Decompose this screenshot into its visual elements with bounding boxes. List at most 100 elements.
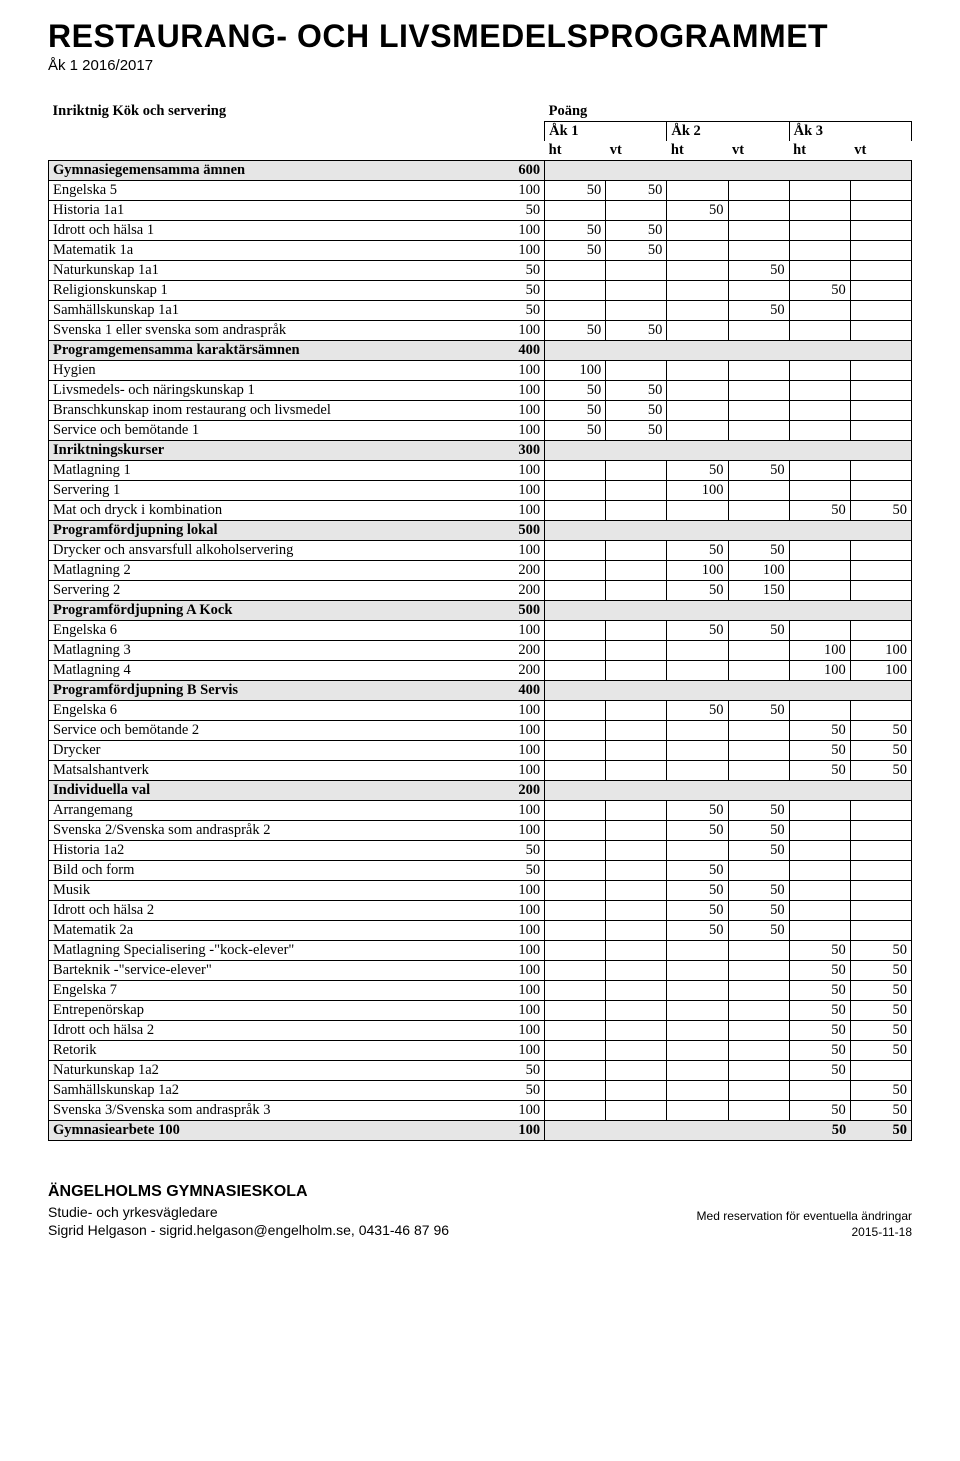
course-name: Svenska 1 eller svenska som andraspråk [49, 321, 484, 341]
course-cell [728, 941, 789, 961]
course-cell [850, 821, 911, 841]
course-cell [728, 1061, 789, 1081]
course-cell: 50 [728, 541, 789, 561]
course-cell [606, 1041, 667, 1061]
course-cell [545, 281, 606, 301]
course-cell: 50 [789, 1101, 850, 1121]
section-cell [728, 681, 789, 701]
contact: Sigrid Helgason - sigrid.helgason@engelh… [48, 1221, 449, 1240]
table-row: Idrott och hälsa 21005050 [49, 901, 912, 921]
course-cell [606, 881, 667, 901]
course-cell [728, 761, 789, 781]
section-cell [789, 161, 850, 181]
course-cell [850, 461, 911, 481]
section-row: Programfördjupning B Servis400 [49, 681, 912, 701]
course-cell [667, 401, 728, 421]
course-cell [667, 841, 728, 861]
course-cell [606, 301, 667, 321]
course-cell [667, 1061, 728, 1081]
course-cell [606, 901, 667, 921]
table-row: Matlagning 2200100100 [49, 561, 912, 581]
course-name: Idrott och hälsa 1 [49, 221, 484, 241]
course-total: 100 [484, 901, 545, 921]
course-cell [728, 1101, 789, 1121]
course-cell [667, 241, 728, 261]
course-name: Engelska 7 [49, 981, 484, 1001]
course-total: 100 [484, 381, 545, 401]
course-cell [728, 401, 789, 421]
course-name: Matlagning 4 [49, 661, 484, 681]
course-name: Entrepenörskap [49, 1001, 484, 1021]
course-cell: 50 [728, 901, 789, 921]
course-cell: 50 [789, 721, 850, 741]
course-cell: 50 [850, 941, 911, 961]
section-cell [850, 521, 911, 541]
course-cell [606, 581, 667, 601]
course-name: Samhällskunskap 1a1 [49, 301, 484, 321]
course-cell [545, 301, 606, 321]
course-cell: 100 [789, 641, 850, 661]
course-total: 100 [484, 741, 545, 761]
course-cell: 50 [728, 701, 789, 721]
table-row: Branschkunskap inom restaurang och livsm… [49, 401, 912, 421]
section-total: 500 [484, 521, 545, 541]
section-cell [545, 681, 606, 701]
course-cell [789, 361, 850, 381]
table-row: Idrott och hälsa 11005050 [49, 221, 912, 241]
course-cell: 100 [789, 661, 850, 681]
course-cell [850, 221, 911, 241]
table-row: Engelska 61005050 [49, 701, 912, 721]
section-cell [850, 601, 911, 621]
course-cell [789, 381, 850, 401]
course-cell [667, 721, 728, 741]
course-cell [850, 1061, 911, 1081]
course-cell [545, 801, 606, 821]
course-cell [606, 1081, 667, 1101]
document-subtitle: Åk 1 2016/2017 [48, 57, 912, 74]
course-cell [850, 381, 911, 401]
table-row: Livsmedels- och näringskunskap 11005050 [49, 381, 912, 401]
course-cell [545, 541, 606, 561]
section-cell [789, 681, 850, 701]
course-cell: 50 [667, 461, 728, 481]
course-cell: 50 [606, 321, 667, 341]
section-cell [789, 341, 850, 361]
course-name: Engelska 5 [49, 181, 484, 201]
course-total: 100 [484, 1021, 545, 1041]
course-cell [545, 661, 606, 681]
course-cell [728, 1041, 789, 1061]
course-cell [667, 421, 728, 441]
table-row: Idrott och hälsa 21005050 [49, 1021, 912, 1041]
course-cell [789, 461, 850, 481]
heading-ak1: Åk 1 [545, 122, 667, 142]
course-cell [789, 321, 850, 341]
course-cell [545, 941, 606, 961]
section-cell [728, 521, 789, 541]
section-cell [545, 521, 606, 541]
course-name: Service och bemötande 2 [49, 721, 484, 741]
curriculum-table: Inriktnig Kök och servering Poäng Åk 1 Å… [48, 102, 912, 1141]
course-cell: 50 [789, 761, 850, 781]
course-cell [728, 201, 789, 221]
course-cell: 50 [850, 961, 911, 981]
course-name: Matlagning 3 [49, 641, 484, 661]
course-cell [667, 1081, 728, 1101]
table-row: Samhällskunskap 1a25050 [49, 1081, 912, 1101]
course-cell [850, 621, 911, 641]
course-total: 50 [484, 841, 545, 861]
course-total: 50 [484, 861, 545, 881]
course-cell [545, 581, 606, 601]
course-name: Historia 1a2 [49, 841, 484, 861]
course-cell [667, 501, 728, 521]
course-name: Samhällskunskap 1a2 [49, 1081, 484, 1101]
course-cell: 50 [789, 1041, 850, 1061]
section-total: 400 [484, 341, 545, 361]
course-total: 100 [484, 941, 545, 961]
course-cell [606, 461, 667, 481]
course-cell: 50 [728, 921, 789, 941]
table-row: Engelska 51005050 [49, 181, 912, 201]
course-cell: 50 [667, 881, 728, 901]
course-total: 100 [484, 981, 545, 1001]
section-cell [850, 441, 911, 461]
section-cell [545, 1121, 606, 1141]
